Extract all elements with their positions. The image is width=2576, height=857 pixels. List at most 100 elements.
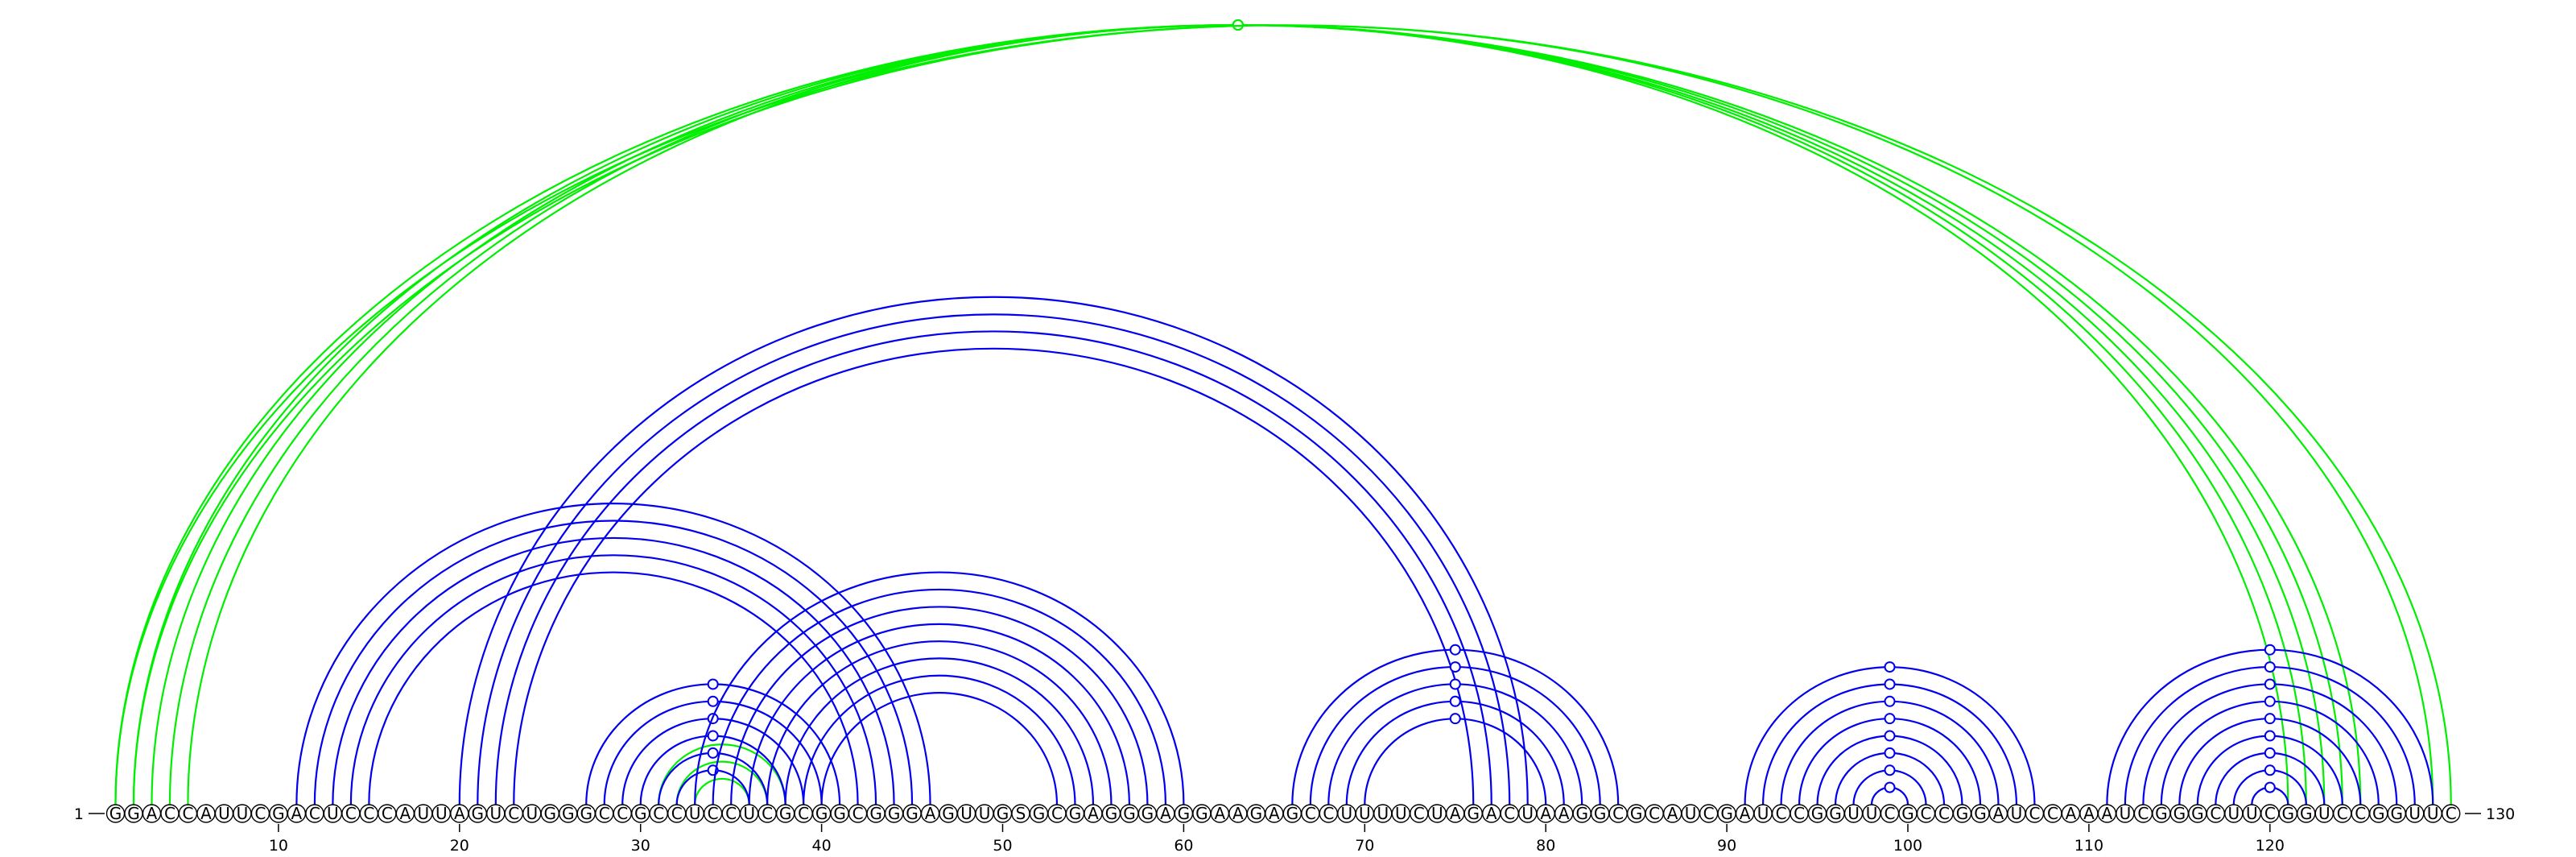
- nucleotide: G: [775, 804, 795, 823]
- nucleotide: U: [1518, 804, 1538, 823]
- nucleotide: C: [1047, 804, 1067, 823]
- nucleotide: C: [178, 804, 198, 823]
- nucleotide-letter: G: [1720, 804, 1733, 823]
- nucleotide: U: [2405, 804, 2425, 823]
- nucleotide: C: [1916, 804, 1936, 823]
- nucleotide-letter: G: [1195, 804, 1208, 823]
- nucleotide-letter: C: [599, 804, 610, 823]
- nucleotide-letter: U: [1866, 804, 1878, 823]
- nucleotide: G: [2278, 804, 2298, 823]
- nucleotide-letter: G: [580, 804, 592, 823]
- nucleotide-letter: A: [925, 804, 936, 823]
- nucleotide-letter: G: [833, 804, 846, 823]
- axis-tick-label: 100: [1893, 837, 1922, 855]
- nucleotide-letter: C: [852, 804, 864, 823]
- nucleotide: C: [1790, 804, 1809, 823]
- nucleotide-letter: G: [2282, 804, 2295, 823]
- nucleotide: U: [414, 804, 433, 823]
- nucleotide-letter: C: [2137, 804, 2149, 823]
- nucleotide: A: [920, 804, 940, 823]
- nucleotide: U: [233, 804, 252, 823]
- nucleotide-letter: U: [979, 804, 991, 823]
- nucleotide: G: [1952, 804, 1972, 823]
- nucleotide-letter: U: [526, 804, 538, 823]
- nucleotide: G: [576, 804, 596, 823]
- nucleotide-letter: C: [182, 804, 193, 823]
- nucleotide-letter: U: [218, 804, 230, 823]
- base-pair-arc: [477, 313, 1511, 805]
- nucleotide-letter: C: [1504, 804, 1515, 823]
- arc-apex-marker: [2264, 781, 2276, 793]
- nucleotide: G: [902, 804, 922, 823]
- nucleotide-letter: U: [2120, 804, 2132, 823]
- nucleotide: G: [631, 804, 650, 823]
- nucleotide: C: [2260, 804, 2280, 823]
- nucleotide: A: [1446, 804, 1465, 823]
- arc-apex-marker: [1884, 764, 1896, 776]
- nucleotide: U: [214, 804, 234, 823]
- axis-tick-label: 80: [1536, 837, 1555, 855]
- nucleotide-letter: G: [1069, 804, 1082, 823]
- axis-tick-label: 40: [812, 837, 832, 855]
- nucleotide: U: [1843, 804, 1864, 823]
- nucleotide-letter: G: [997, 804, 1009, 823]
- nucleotide-letter: C: [617, 804, 628, 823]
- nucleotide-letter: C: [1776, 804, 1787, 823]
- base-pair-arc: [2215, 751, 2326, 805]
- nucleotide-letter: U: [960, 804, 972, 823]
- nucleotide: U: [486, 804, 506, 823]
- nucleotide: A: [1988, 804, 2008, 823]
- nucleotide: G: [1120, 804, 1139, 823]
- base-pair-arc: [730, 606, 1149, 805]
- nucleotide-letter: C: [798, 804, 809, 823]
- nucleotide-letter: G: [2300, 804, 2313, 823]
- nucleotide: G: [2369, 804, 2388, 823]
- nucleotide-letter: G: [1033, 804, 1046, 823]
- nucleotide-letter: C: [1794, 804, 1805, 823]
- nucleotide: U: [323, 804, 343, 823]
- nucleotide-letter: U: [1521, 804, 1534, 823]
- nucleotide: C: [305, 804, 324, 823]
- arc-apex-marker: [707, 730, 719, 742]
- nucleotide-letter: C: [671, 804, 683, 823]
- nucleotide: C: [649, 804, 668, 823]
- base-pair-arc: [151, 23, 2326, 805]
- nucleotide: U: [522, 804, 542, 823]
- nucleotide-letter: G: [1468, 804, 1480, 823]
- nucleotide: G: [1174, 804, 1194, 823]
- nucleotide-letter: C: [2355, 804, 2366, 823]
- nucleotide-letter: C: [2337, 804, 2348, 823]
- nucleotide-letter: U: [1431, 804, 1443, 823]
- nucleotide-letter: U: [436, 804, 448, 823]
- arc-apex-marker: [707, 678, 719, 690]
- nucleotide: U: [2242, 804, 2262, 823]
- nucleotide-letter: A: [200, 804, 212, 823]
- base-pair-arc: [132, 23, 2343, 805]
- axis-tick-label: 90: [1717, 837, 1736, 855]
- nucleotide-letter: A: [1269, 804, 1280, 823]
- nucleotide-letter: A: [1540, 804, 1551, 823]
- nucleotide: U: [1355, 804, 1375, 823]
- nucleotide-letter: G: [815, 804, 828, 823]
- nucleotide: G: [2169, 804, 2190, 823]
- nucleotide-letter: G: [1594, 804, 1607, 823]
- nucleotide-letter: G: [1105, 804, 1118, 823]
- arc-apex-marker: [707, 747, 719, 759]
- nucleotide: G: [2297, 804, 2316, 823]
- nucleotide: G: [1137, 804, 1158, 823]
- nucleotide-letter: G: [2191, 804, 2204, 823]
- nucleotide-letter: G: [906, 804, 919, 823]
- nucleotide-letter: U: [689, 804, 701, 823]
- nucleotide-letter: C: [382, 804, 393, 823]
- base-pair-arc: [694, 571, 1185, 805]
- base-pair-arc: [803, 674, 1076, 805]
- nucleotide: A: [287, 804, 307, 823]
- nucleotide: U: [2314, 804, 2334, 823]
- nucleotide: G: [1572, 804, 1591, 823]
- nucleotide-letter: C: [725, 804, 737, 823]
- nucleotide-letter: G: [562, 804, 575, 823]
- nucleotide-letter: A: [2066, 804, 2077, 823]
- start-label: 1: [74, 805, 84, 823]
- base-pair-arc: [820, 692, 1059, 805]
